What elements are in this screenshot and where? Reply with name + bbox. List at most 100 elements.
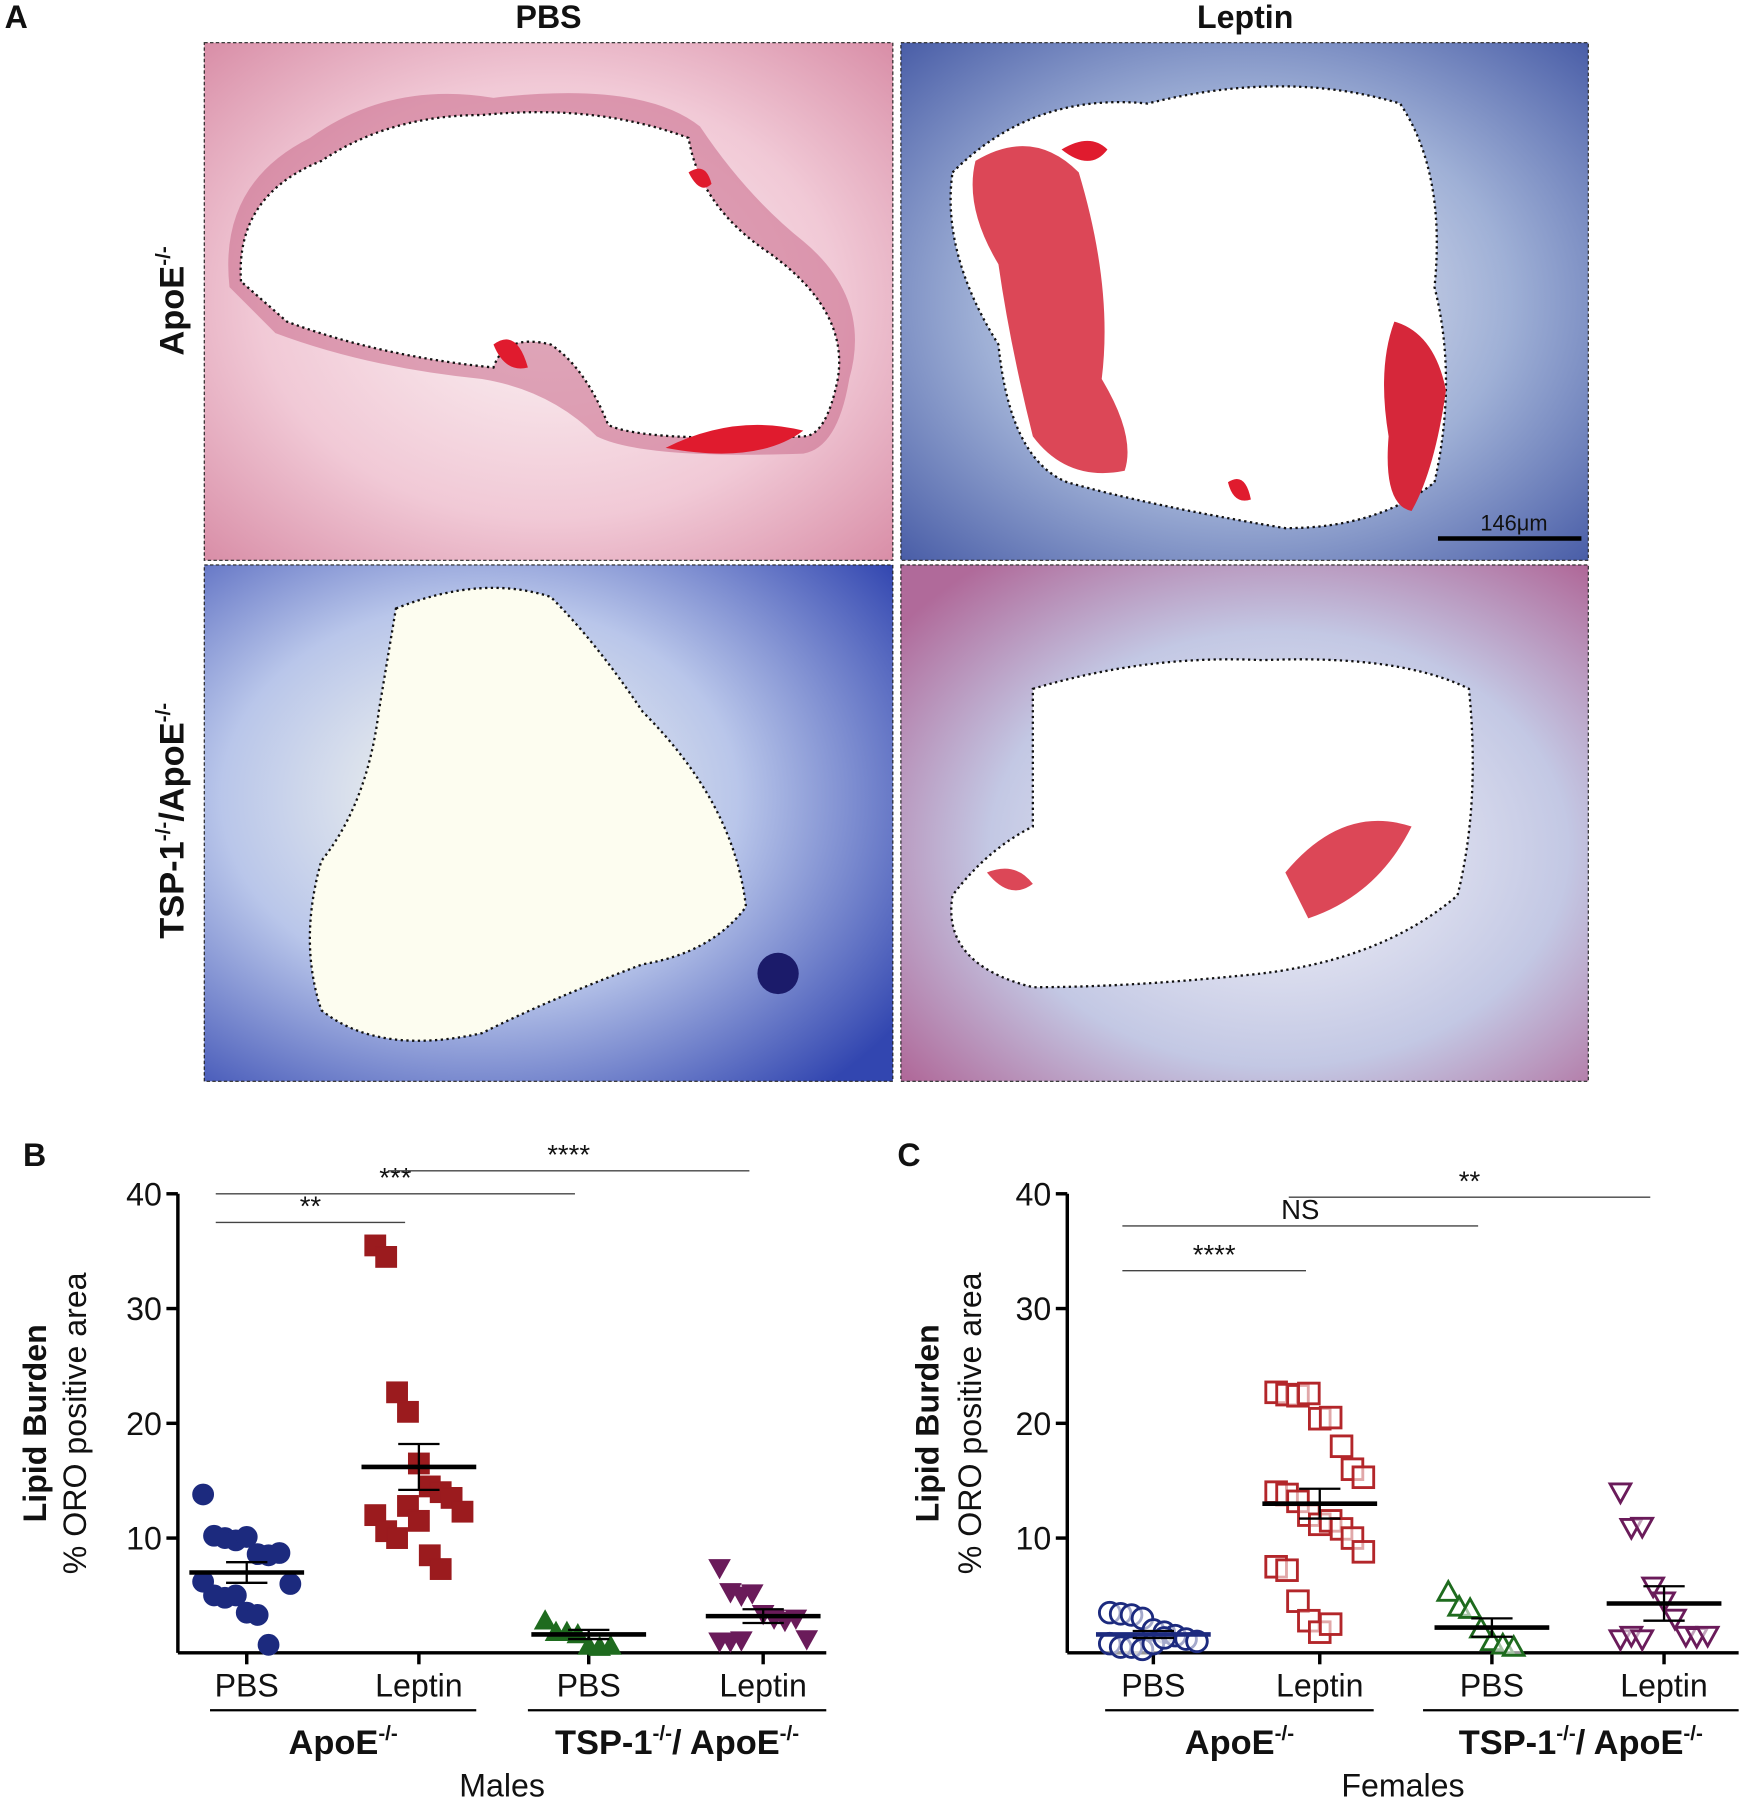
y-tick-label: 40: [1015, 1176, 1051, 1212]
x-tick-label: PBS: [1121, 1667, 1185, 1703]
y-tick-label: 20: [1015, 1406, 1051, 1442]
data-point: [1629, 1516, 1656, 1540]
data-point: [708, 1559, 731, 1580]
x-tick-label: Leptin: [1620, 1667, 1708, 1703]
data-point: [386, 1527, 408, 1549]
panel-label: B: [23, 1137, 46, 1173]
x-tick-label: PBS: [215, 1667, 279, 1703]
data-point: [740, 1584, 764, 1605]
data-point: [407, 1509, 430, 1532]
micrograph-apoe-pbs: [203, 42, 894, 561]
superscript: -/-: [1683, 1722, 1703, 1745]
y-axis-title: Lipid Burden: [910, 1324, 946, 1522]
data-point: [268, 1542, 291, 1564]
label: TSP-1-/-/ ApoE-/-: [1459, 1722, 1703, 1762]
x-tick-label: Leptin: [1276, 1667, 1364, 1703]
data-point: [386, 1381, 408, 1404]
data-point: [1286, 1589, 1310, 1613]
label-part: ApoE: [288, 1724, 378, 1762]
label-part: ApoE: [154, 266, 192, 356]
significance-label: ****: [547, 1139, 590, 1170]
label: TSP-1-/-/ApoE-/-: [152, 703, 192, 939]
label-part: TSP-1: [154, 841, 192, 939]
significance-label: NS: [1281, 1194, 1319, 1225]
x-tick-label: Leptin: [719, 1667, 807, 1703]
label: ApoE-/-: [1185, 1722, 1294, 1762]
superscript: -/-: [152, 703, 175, 723]
micrograph-tsp-leptin: [900, 564, 1589, 1082]
data-point: [1329, 1434, 1354, 1459]
label-part: / ApoE: [1576, 1724, 1684, 1762]
superscript: -/-: [378, 1722, 398, 1745]
y-tick-label: 40: [126, 1176, 162, 1212]
superscript: -/-: [1556, 1722, 1576, 1745]
x-tick-label: PBS: [557, 1667, 621, 1703]
column-header: PBS: [516, 0, 582, 35]
superscript: -/-: [780, 1722, 800, 1745]
panel-label: A: [5, 0, 28, 35]
data-point: [192, 1483, 215, 1506]
data-point: [599, 1634, 622, 1655]
data-point: [1500, 1633, 1527, 1657]
significance-label: ****: [1193, 1239, 1236, 1270]
y-axis-title: % ORO positive area: [57, 1272, 93, 1574]
label-part: /ApoE: [154, 722, 192, 821]
data-point: [1297, 1381, 1321, 1406]
superscript: -/-: [1275, 1722, 1295, 1745]
data-point: [397, 1400, 419, 1423]
superscript: -/-: [152, 822, 175, 842]
superscript: -/-: [653, 1722, 673, 1745]
data-point: [1435, 1578, 1462, 1602]
x-axis-title: Males: [459, 1767, 545, 1800]
micrograph-tsp-pbs: [203, 564, 894, 1082]
significance-label: **: [1459, 1165, 1481, 1196]
y-tick-label: 30: [126, 1291, 162, 1327]
data-point: [1351, 1540, 1376, 1564]
column-header: Leptin: [1197, 0, 1293, 35]
label: TSP-1-/-/ ApoE-/-: [555, 1722, 799, 1762]
panel-label: C: [897, 1137, 920, 1173]
data-point: [1629, 1629, 1656, 1653]
y-tick-label: 10: [126, 1521, 162, 1557]
y-tick-label: 20: [126, 1406, 162, 1442]
micrograph-apoe-leptin: 146μm: [900, 42, 1589, 561]
data-point: [1457, 1595, 1483, 1619]
data-point: [224, 1584, 247, 1607]
x-axis-title: Females: [1341, 1767, 1464, 1800]
data-point: [1318, 1405, 1343, 1430]
data-point: [246, 1604, 269, 1626]
data-point: [1662, 1608, 1688, 1632]
label-part: ApoE: [1185, 1724, 1275, 1762]
label: ApoE-/-: [152, 246, 192, 355]
data-point: [451, 1500, 474, 1523]
label-part: / ApoE: [672, 1724, 780, 1762]
superscript: -/-: [152, 246, 175, 266]
data-point: [1275, 1558, 1299, 1582]
data-point: [429, 1558, 452, 1580]
data-point: [1351, 1465, 1376, 1490]
data-point: [795, 1630, 819, 1651]
label-part: TSP-1: [1459, 1724, 1557, 1762]
y-tick-label: 10: [1015, 1521, 1051, 1557]
data-point: [1607, 1482, 1634, 1506]
data-point: [1318, 1612, 1343, 1636]
data-point: [235, 1526, 258, 1548]
significance-label: **: [300, 1191, 322, 1222]
data-point: [257, 1633, 280, 1656]
data-point: [1694, 1625, 1721, 1649]
y-tick-label: 30: [1015, 1291, 1051, 1327]
significance-label: ***: [379, 1162, 411, 1193]
x-tick-label: PBS: [1460, 1667, 1524, 1703]
data-point: [279, 1573, 302, 1595]
y-axis-title: Lipid Burden: [17, 1324, 53, 1522]
y-axis-title: % ORO positive area: [952, 1272, 988, 1574]
data-point: [533, 1609, 557, 1630]
scale-bar-label: 146μm: [1480, 510, 1547, 535]
data-point: [375, 1246, 398, 1268]
data-point: [730, 1631, 753, 1652]
label-part: TSP-1: [555, 1724, 653, 1762]
label: ApoE-/-: [288, 1722, 397, 1762]
x-tick-label: Leptin: [375, 1667, 463, 1703]
